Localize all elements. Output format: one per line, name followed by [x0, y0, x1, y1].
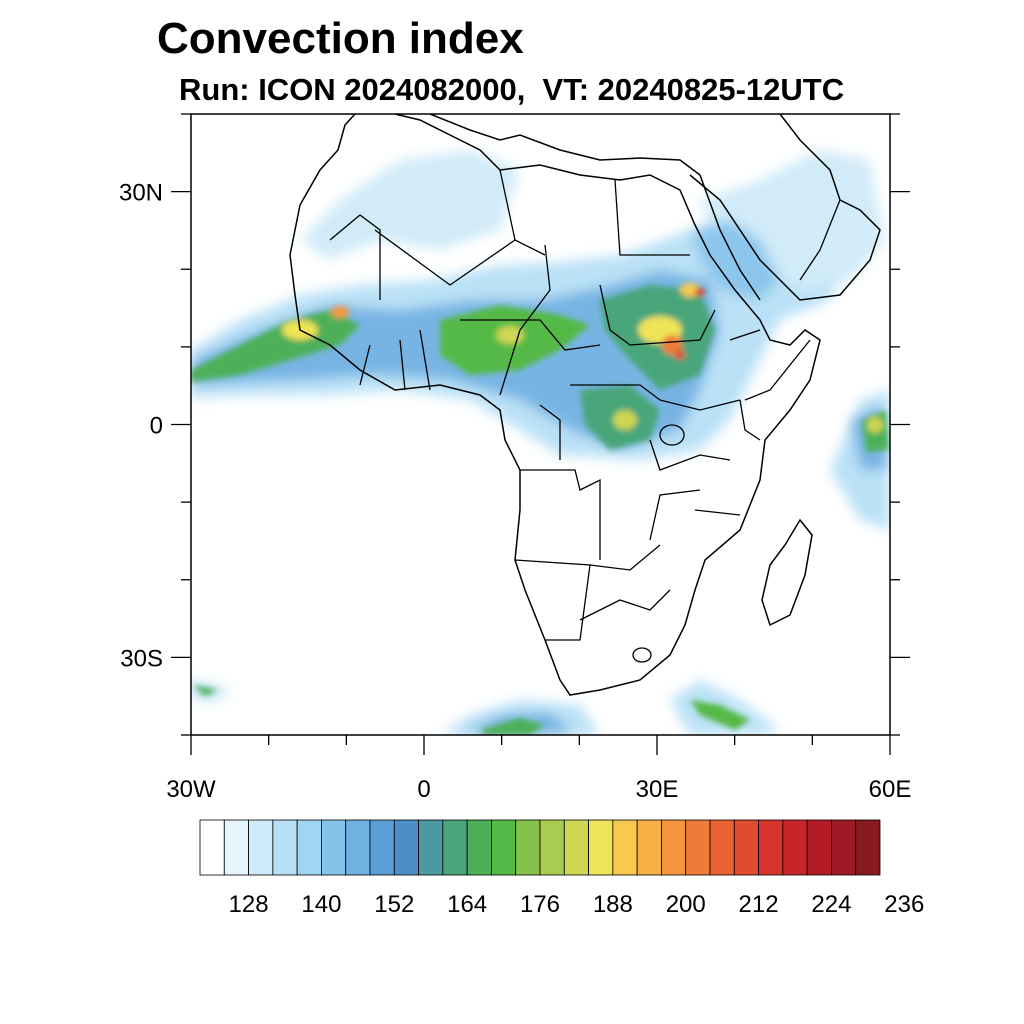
colorbar-swatch: [248, 819, 274, 876]
chart-subtitle: Run: ICON 2024082000, VT: 20240825-12UTC: [179, 72, 845, 107]
colorbar-label: 176: [520, 891, 560, 918]
border-7: [460, 319, 601, 351]
colorbar-swatch: [636, 819, 662, 876]
border-8: [419, 329, 431, 391]
colorbar-swatch: [223, 819, 249, 876]
field-green-southwest: [193, 685, 218, 696]
colorbar-swatch: [321, 819, 347, 876]
africa-coastline: [289, 114, 821, 696]
coastlines: [289, 114, 881, 696]
border-17: [514, 559, 591, 641]
colorbar-swatch: [418, 819, 444, 876]
field-orange-2: [662, 335, 682, 355]
colorbar-swatch: [588, 819, 614, 876]
colorbar-swatch: [466, 819, 492, 876]
colorbar-swatch: [806, 819, 832, 876]
field-yellow-5: [680, 283, 700, 297]
colorbar-swatch: [393, 819, 419, 876]
field-yellow-4: [613, 410, 637, 430]
colorbar-swatch: [831, 819, 857, 876]
lat-tick-label: 0: [150, 413, 163, 440]
colorbar-label: 212: [739, 891, 779, 918]
colorbar-swatch: [733, 819, 759, 876]
border-6: [599, 284, 716, 346]
colorbar-swatch: [782, 819, 808, 876]
border-3: [499, 169, 516, 241]
border-2: [374, 229, 546, 286]
lon-tick-label: 30W: [166, 776, 216, 803]
colorbar-swatch: [758, 819, 784, 876]
lon-tick-label: 0: [417, 776, 430, 803]
colorbar-swatch: [661, 819, 687, 876]
colorbar-label: 224: [811, 891, 851, 918]
field-red-1: [695, 288, 705, 296]
border-10: [359, 344, 371, 386]
colorbar-swatch: [491, 819, 517, 876]
red-sea-coastline: [699, 174, 761, 301]
colorbar-label: 152: [374, 891, 414, 918]
colorbar-swatch: [709, 819, 735, 876]
madagascar-coastline: [761, 518, 813, 627]
colorbar-label: 140: [301, 891, 341, 918]
field-yellow-6: [867, 417, 883, 433]
lesotho: [632, 647, 652, 663]
border-14: [659, 399, 741, 411]
colorbar-swatch: [563, 819, 589, 876]
colorbar-label: 188: [593, 891, 633, 918]
border-9: [399, 339, 406, 391]
field-green-southeast: [690, 700, 750, 730]
map-axes: 30W 0 30E 60E 30N 0 30S: [119, 113, 912, 803]
border-4: [499, 244, 551, 396]
colorbar: 128 140 152 164 176 188 200 212 224 236: [199, 819, 924, 918]
chart-title: Convection index: [157, 14, 524, 63]
colorbar-swatch: [685, 819, 711, 876]
border-15: [739, 399, 761, 441]
border-1: [329, 214, 381, 300]
field-green-west: [191, 310, 360, 382]
field-red-2: [675, 350, 685, 360]
border-22: [744, 339, 811, 401]
lake-victoria: [659, 424, 685, 446]
border-13: [520, 469, 601, 560]
field-yellow-2: [496, 326, 524, 344]
border-16: [649, 439, 731, 471]
lon-tick-label: 30E: [636, 776, 679, 803]
lat-tick-label: 30N: [119, 180, 163, 207]
colorbar-swatch: [612, 819, 638, 876]
colorbar-swatch: [539, 819, 565, 876]
lat-tick-label: 30S: [120, 645, 163, 672]
colorbar-swatch: [369, 819, 395, 876]
field-orange-1: [331, 306, 349, 318]
colorbar-swatch: [855, 819, 881, 876]
arabia-coastline: [689, 114, 881, 301]
border-12: [539, 404, 561, 460]
border-18: [589, 544, 661, 571]
colorbar-label: 236: [884, 891, 924, 918]
colorbar-label: 164: [447, 891, 487, 918]
border-20: [649, 489, 701, 541]
border-5: [614, 179, 690, 256]
border-11: [570, 384, 661, 401]
colorbar-swatch: [296, 819, 322, 876]
colorbar-swatch: [199, 819, 225, 876]
border-24: [799, 199, 841, 281]
country-borders: [329, 169, 841, 663]
field-light-sahara: [300, 150, 520, 260]
colorbar-swatch: [345, 819, 371, 876]
border-23: [729, 329, 761, 341]
convection-field: [191, 150, 890, 735]
lon-tick-label: 60E: [869, 776, 912, 803]
mediterranean-coastline: [429, 114, 701, 176]
colorbar-label: 128: [229, 891, 269, 918]
border-21: [694, 509, 741, 516]
colorbar-swatch: [442, 819, 468, 876]
border-19: [579, 589, 671, 621]
colorbar-swatch: [515, 819, 541, 876]
colorbar-swatch: [272, 819, 298, 876]
field-green-south: [480, 718, 545, 735]
colorbar-label: 200: [666, 891, 706, 918]
